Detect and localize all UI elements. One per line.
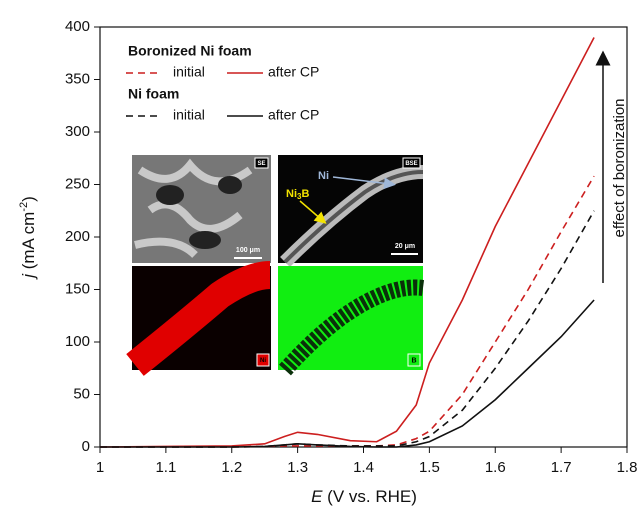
x-tick-label: 1.8 — [617, 459, 638, 476]
inset-label: B — [411, 357, 416, 364]
x-tick-label: 1.3 — [287, 459, 308, 476]
legend-label: initial — [173, 107, 205, 123]
x-tick-label: 1.2 — [221, 459, 242, 476]
y-axis-label: j (mA cm-2) — [18, 196, 39, 280]
y-tick-label: 300 — [65, 123, 90, 140]
legend-label: after CP — [268, 64, 319, 80]
y-tick-label: 350 — [65, 70, 90, 87]
legend-label: after CP — [268, 107, 319, 123]
inset-label: Ni — [318, 170, 329, 182]
series-line — [99, 37, 595, 448]
y-tick-label: 0 — [82, 438, 90, 455]
series-line — [100, 210, 595, 448]
y-tick-label: 100 — [65, 333, 90, 350]
x-tick-label: 1 — [96, 459, 104, 476]
annotation: effect of boronization — [611, 99, 628, 238]
legend-group-title: Ni foam — [128, 86, 179, 102]
x-tick-label: 1.6 — [485, 459, 506, 476]
y-tick-label: 50 — [73, 385, 90, 402]
y-tick-label: 200 — [65, 228, 90, 245]
inset-label: BSE — [405, 161, 417, 167]
x-tick-label: 1.1 — [155, 459, 176, 476]
y-tick-label: 250 — [65, 175, 90, 192]
x-tick-label: 1.5 — [419, 459, 440, 476]
inset-label: SE — [257, 161, 265, 167]
y-tick-label: 400 — [65, 18, 90, 35]
y-tick-label: 150 — [65, 280, 90, 297]
inset-label: Ni3B — [286, 188, 309, 201]
legend-group-title: Boronized Ni foam — [128, 43, 252, 59]
inset: SE BSE 100 μm 20 μm Ni Ni3B Ni B — [126, 155, 425, 376]
x-axis-label: E (V vs. RHE) — [311, 487, 417, 506]
x-tick-label: 1.7 — [551, 459, 572, 476]
scale-label: 20 μm — [395, 243, 415, 250]
inset-label: Ni — [260, 358, 266, 364]
scale-label: 100 μm — [236, 247, 260, 254]
legend-label: initial — [173, 64, 205, 80]
series-line — [100, 299, 595, 448]
x-tick-label: 1.4 — [353, 459, 374, 476]
